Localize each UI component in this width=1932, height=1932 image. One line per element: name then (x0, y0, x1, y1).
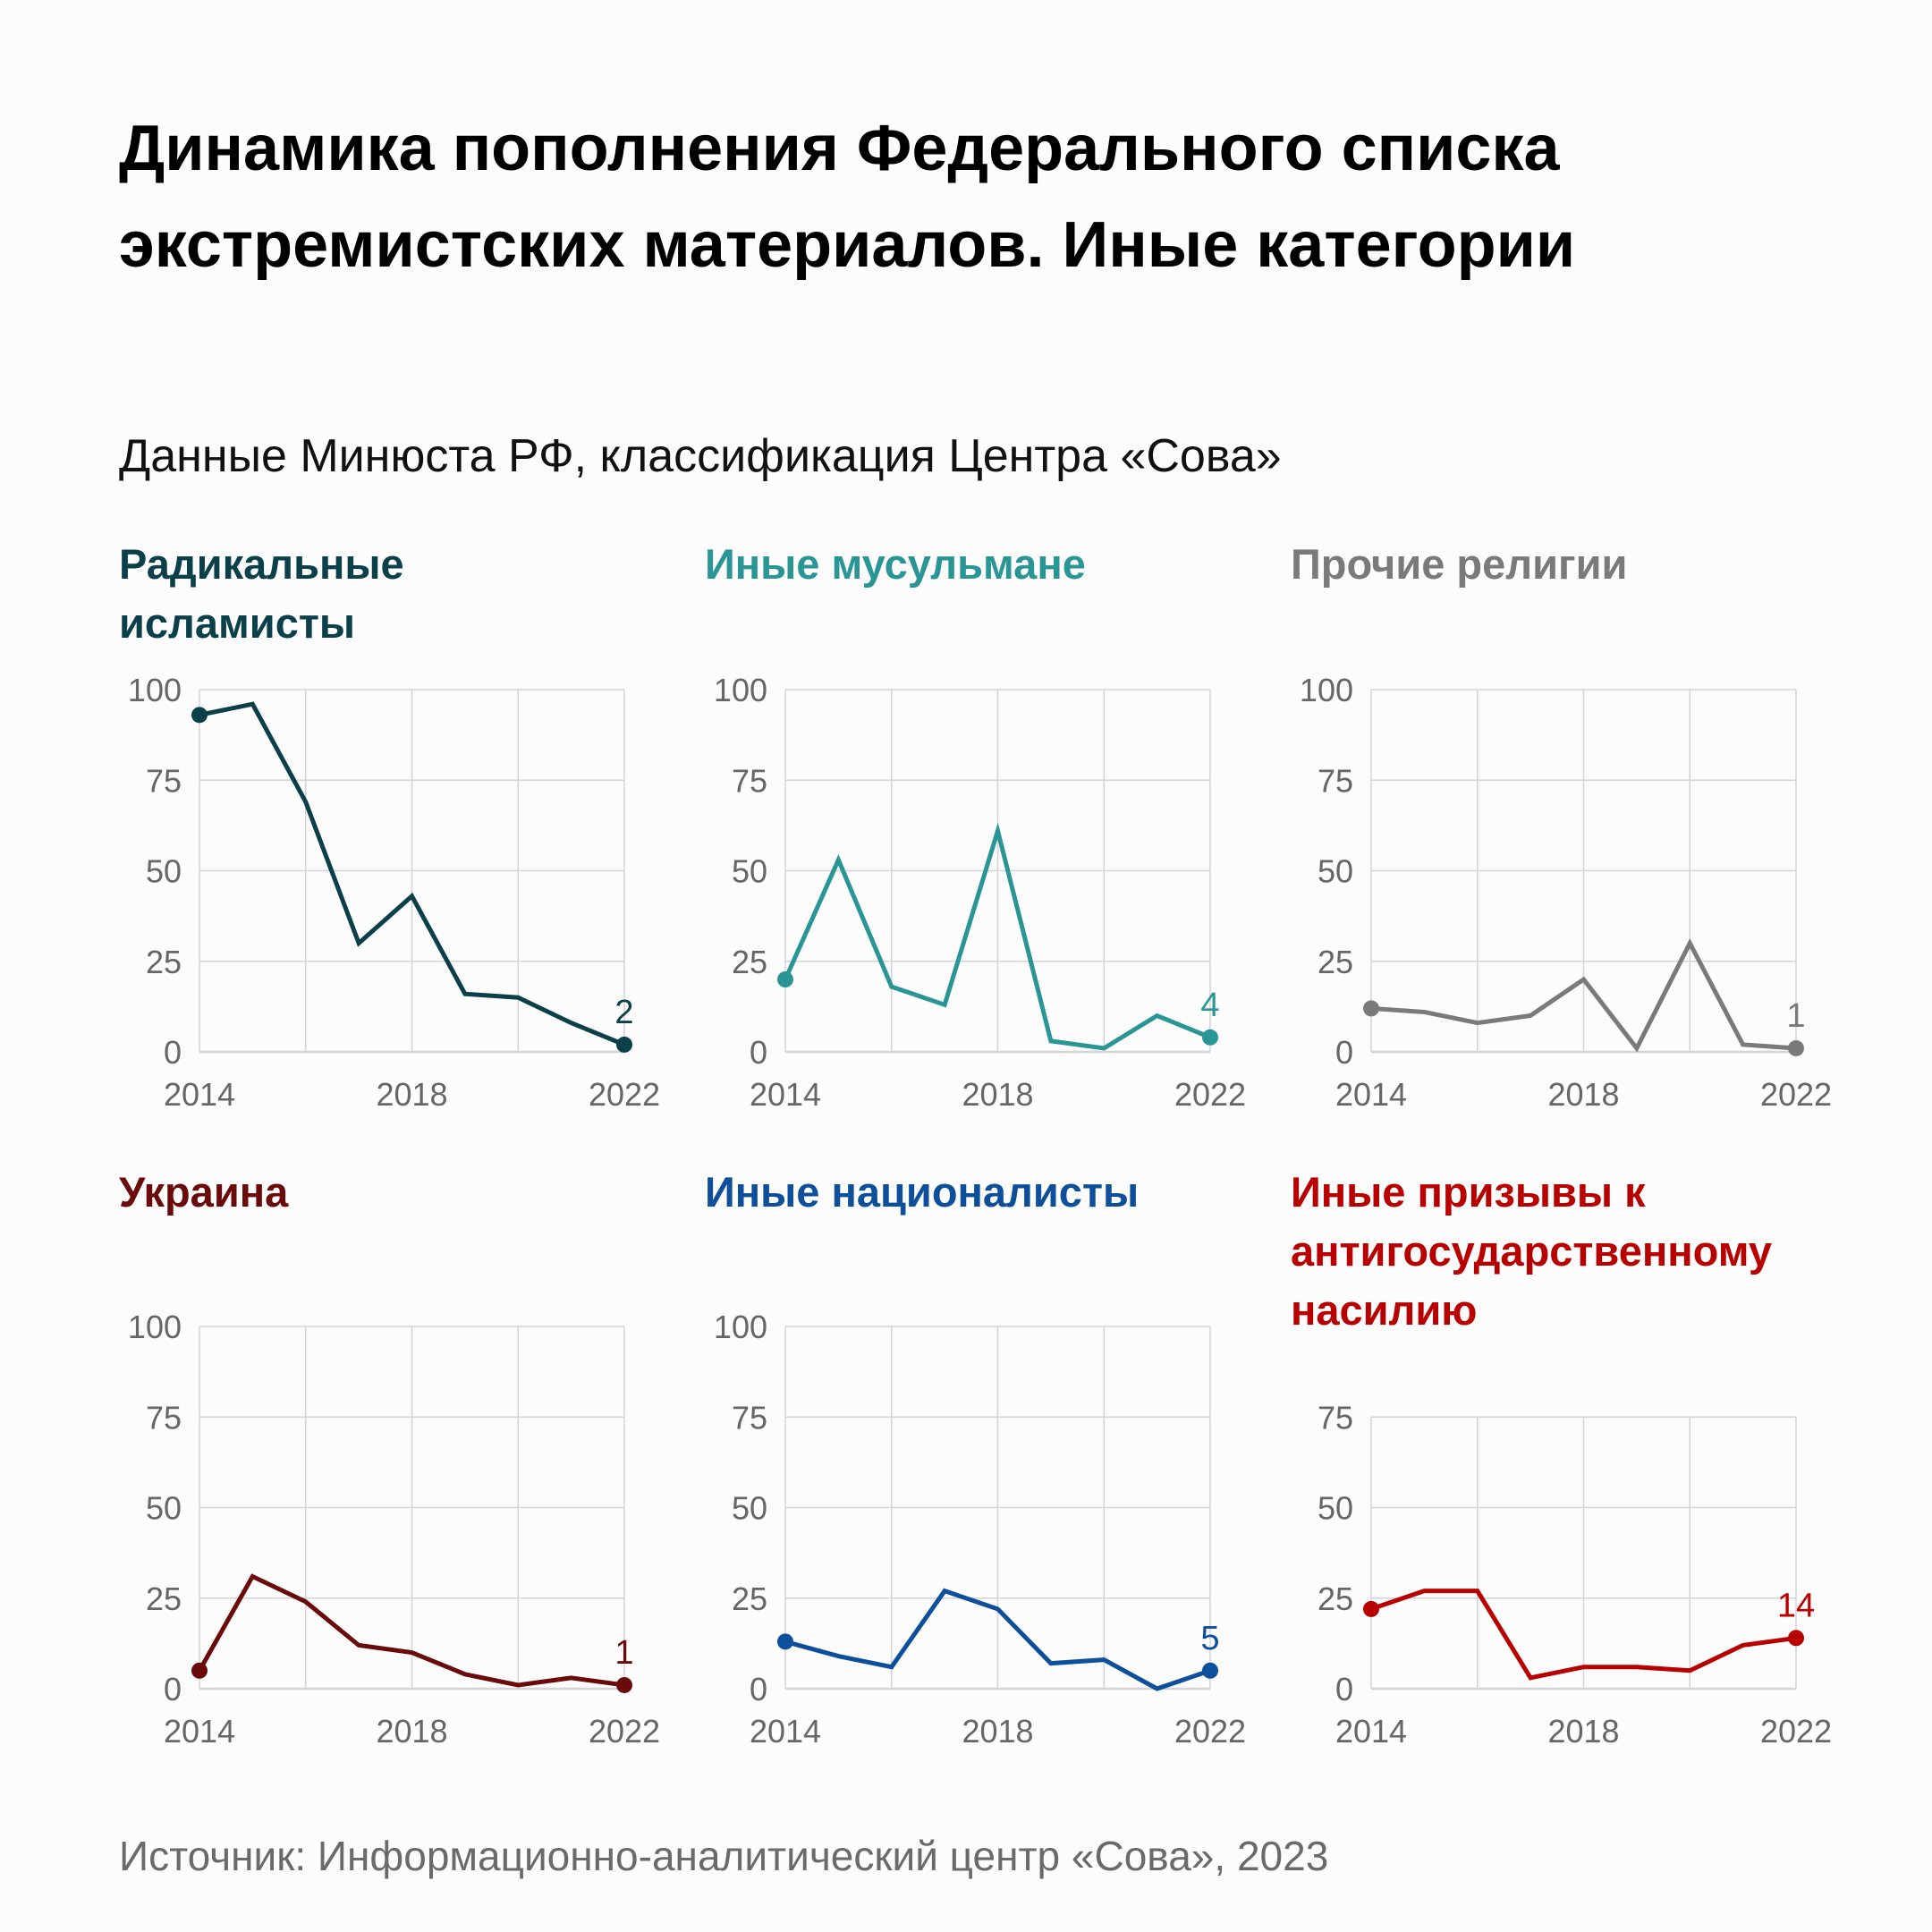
x-tick-label: 2018 (376, 1076, 447, 1113)
panel-5: 0 25 50 75 100 2014 2018 2022 5 (714, 1309, 1246, 1750)
y-tick-label: 25 (732, 1580, 767, 1617)
y-tick-label: 50 (1318, 1490, 1353, 1527)
panel-1: 0 25 50 75 100 2014 2018 2022 2 (128, 672, 660, 1113)
end-value-label: 1 (1786, 997, 1805, 1035)
end-point-marker (616, 1036, 632, 1053)
y-tick-label: 0 (750, 1034, 767, 1071)
panel-title: Радикальные исламисты (119, 540, 404, 647)
x-tick-label: 2014 (1335, 1713, 1407, 1750)
y-tick-label: 50 (1318, 853, 1353, 890)
panel-title: Иные националисты (705, 1168, 1140, 1216)
panel-3: 0 25 50 75 100 2014 2018 2022 1 (1300, 672, 1832, 1113)
y-tick-label: 50 (732, 1490, 767, 1527)
y-tick-label: 100 (714, 672, 767, 708)
x-tick-label: 2022 (589, 1076, 660, 1113)
x-tick-label: 2014 (1335, 1076, 1407, 1113)
y-tick-label: 50 (146, 1490, 182, 1527)
y-tick-label: 25 (146, 944, 182, 980)
end-point-marker (1788, 1039, 1804, 1056)
y-tick-label: 25 (146, 1580, 182, 1617)
end-value-label: 1 (614, 1634, 633, 1672)
y-tick-label: 50 (732, 853, 767, 890)
start-point-marker (191, 707, 208, 724)
y-tick-label: 75 (732, 1399, 767, 1436)
y-tick-label: 25 (1318, 1580, 1353, 1617)
y-tick-label: 100 (714, 1309, 767, 1345)
series-line (197, 1573, 625, 1688)
y-tick-label: 75 (1318, 762, 1353, 799)
panel-title: Иные призывы к антигосударственному наси… (1291, 1168, 1772, 1334)
y-tick-label: 25 (732, 944, 767, 980)
end-value-label: 5 (1200, 1620, 1219, 1657)
end-point-marker (616, 1676, 632, 1693)
y-tick-label: 0 (164, 1671, 182, 1707)
panel-4: 0 25 50 75 100 2014 2018 2022 1 (128, 1309, 660, 1750)
y-tick-label: 75 (146, 1399, 182, 1436)
panel-title: Прочие религии (1291, 540, 1628, 588)
chart-title: Динамика пополнения Федерального списка … (119, 113, 1576, 281)
chart-subtitle: Данные Минюста РФ, классификация Центра … (119, 430, 1282, 482)
y-tick-label: 0 (1335, 1034, 1353, 1071)
x-tick-label: 2018 (1547, 1076, 1619, 1113)
y-tick-label: 0 (750, 1671, 767, 1707)
start-point-marker (191, 1662, 208, 1679)
x-tick-label: 2018 (376, 1713, 447, 1750)
x-tick-label: 2018 (962, 1713, 1033, 1750)
start-point-marker (1363, 1000, 1379, 1017)
panel-title: Иные мусульмане (705, 540, 1086, 588)
y-tick-label: 100 (128, 1309, 182, 1345)
end-point-marker (1202, 1029, 1218, 1046)
y-tick-label: 25 (1318, 944, 1353, 980)
y-tick-label: 75 (146, 762, 182, 799)
source-note: Источник: Информационно-аналитический це… (119, 1833, 1329, 1879)
y-tick-label: 100 (128, 672, 182, 708)
start-point-marker (1363, 1600, 1379, 1617)
x-tick-label: 2022 (589, 1713, 660, 1750)
end-value-label: 14 (1777, 1587, 1815, 1624)
y-tick-label: 50 (146, 853, 182, 890)
x-tick-label: 2022 (1760, 1076, 1832, 1113)
panel-6: 0 25 50 75 2014 2018 2022 14 (1318, 1399, 1832, 1750)
end-value-label: 2 (614, 994, 633, 1031)
x-tick-label: 2014 (164, 1713, 235, 1750)
series-line (1370, 1589, 1797, 1681)
y-tick-label: 0 (164, 1034, 182, 1071)
x-tick-label: 2022 (1174, 1076, 1246, 1113)
x-tick-label: 2022 (1760, 1713, 1832, 1750)
series-line (199, 701, 625, 1047)
x-tick-label: 2014 (750, 1713, 821, 1750)
end-value-label: 4 (1200, 987, 1219, 1024)
start-point-marker (777, 971, 793, 987)
series-line (1370, 938, 1797, 1053)
end-point-marker (1788, 1630, 1804, 1647)
panel-2: 0 25 50 75 100 2014 2018 2022 4 (714, 672, 1246, 1113)
x-tick-label: 2018 (962, 1076, 1033, 1113)
x-tick-label: 2022 (1174, 1713, 1246, 1750)
series-line (784, 1588, 1211, 1691)
y-tick-label: 75 (1318, 1399, 1353, 1436)
y-tick-label: 100 (1300, 672, 1353, 708)
end-point-marker (1202, 1662, 1218, 1679)
x-tick-label: 2014 (750, 1076, 821, 1113)
y-tick-label: 0 (1335, 1671, 1353, 1707)
panel-title: Украина (119, 1168, 289, 1216)
x-tick-label: 2018 (1547, 1713, 1619, 1750)
y-tick-label: 75 (732, 762, 767, 799)
start-point-marker (777, 1633, 793, 1650)
series-line (783, 822, 1211, 1051)
x-tick-label: 2014 (164, 1076, 235, 1113)
